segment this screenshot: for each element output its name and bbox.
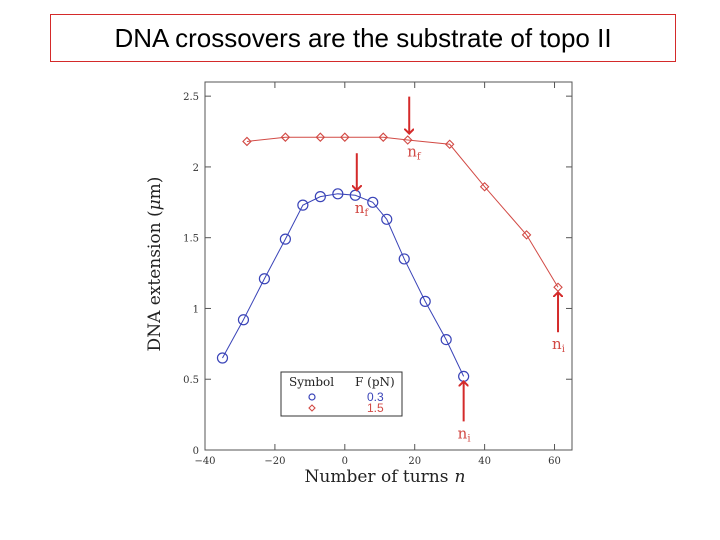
data-point-diamond	[521, 230, 532, 240]
data-point-diamond	[280, 132, 291, 142]
data-point-circle	[279, 233, 291, 245]
annotation-label: nf	[407, 143, 422, 163]
data-point-diamond	[340, 132, 350, 142]
legend-marker-circle	[308, 393, 316, 401]
series-line-diamond	[246, 136, 559, 288]
y-tick-label: 0	[193, 446, 199, 457]
data-point-diamond	[242, 136, 252, 147]
data-point-circle	[332, 188, 344, 200]
data-point-circle	[367, 196, 379, 208]
annotation-label: ni	[552, 335, 565, 355]
data-point-circle	[216, 352, 229, 364]
data-point-diamond	[378, 132, 389, 142]
legend-box	[280, 371, 403, 417]
x-tick-label: −40	[194, 456, 215, 467]
y-axis-label: DNA extension (μm)	[145, 177, 165, 352]
data-point-circle	[419, 295, 431, 307]
data-point-circle	[237, 314, 250, 326]
data-point-circle	[398, 253, 410, 265]
annotation-label: nf	[355, 199, 370, 219]
x-tick-label: 0	[342, 456, 348, 467]
data-point-circle	[297, 199, 309, 211]
legend-marker-diamond	[308, 404, 316, 412]
legend-header-force: F (pN)	[355, 375, 395, 389]
annotation-label: ni	[458, 424, 471, 444]
data-point-diamond	[402, 135, 413, 145]
x-axis-label: Number of turns n	[305, 467, 466, 487]
data-point-circle	[440, 334, 452, 346]
data-point-circle	[258, 273, 271, 285]
x-tick-label: 20	[408, 456, 421, 467]
legend-label: 0.3	[367, 390, 384, 404]
legend-label: 1.5	[367, 401, 384, 415]
legend-header-symbol: Symbol	[289, 375, 334, 389]
x-tick-label: 40	[478, 456, 491, 467]
y-tick-label: 2	[193, 163, 199, 174]
data-point-diamond	[444, 139, 455, 150]
data-point-circle	[381, 213, 393, 225]
data-point-circle	[314, 191, 326, 203]
data-point-diamond	[479, 181, 490, 192]
y-tick-label: 2.5	[183, 92, 199, 103]
y-tick-label: 1.5	[183, 234, 199, 245]
series-line-circle	[222, 193, 465, 377]
x-tick-label: 60	[548, 456, 561, 467]
y-tick-label: 0.5	[183, 375, 199, 386]
data-point-diamond	[315, 132, 326, 142]
slide-title: DNA crossovers are the substrate of topo…	[50, 14, 676, 62]
y-tick-label: 1	[193, 304, 199, 315]
plot-frame	[204, 81, 573, 451]
x-tick-label: −20	[264, 456, 285, 467]
